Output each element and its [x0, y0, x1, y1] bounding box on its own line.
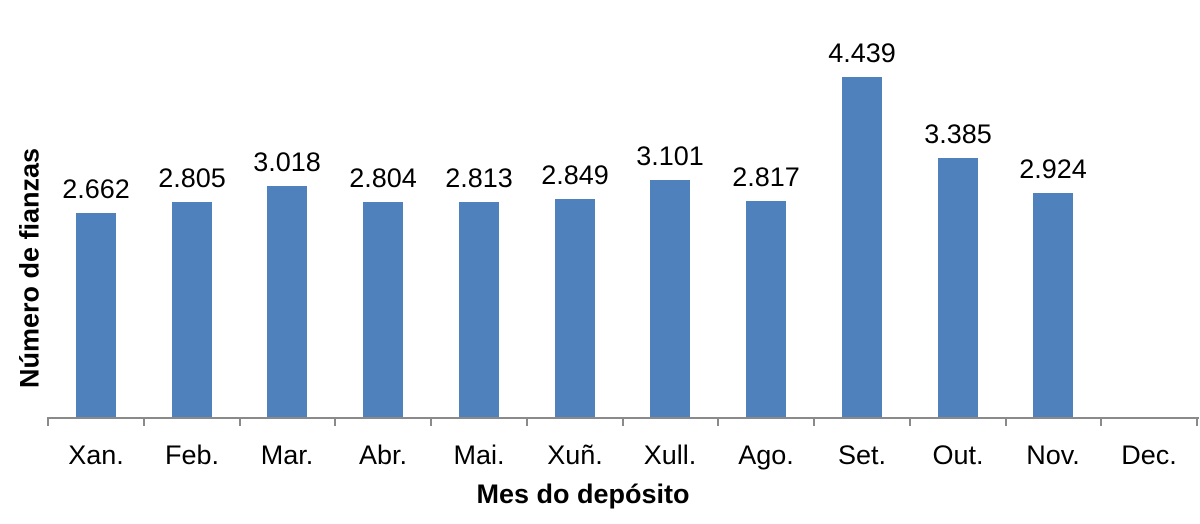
x-axis-tick	[526, 417, 528, 426]
bar	[938, 158, 978, 418]
bar-value-label: 3.018	[253, 147, 321, 177]
category-label: Set.	[837, 440, 887, 470]
category-label: Ago.	[738, 440, 794, 470]
x-axis-tick	[1100, 417, 1102, 426]
x-axis-tick	[1196, 417, 1198, 426]
category-label: Mar.	[260, 440, 314, 470]
bar-value-label: 3.101	[636, 141, 704, 171]
bar	[459, 202, 499, 418]
category-label: Xuñ.	[547, 440, 603, 470]
bar-value-label: 2.662	[62, 174, 130, 204]
bar	[267, 186, 307, 418]
x-axis-tick	[1005, 417, 1007, 426]
bar-value-label: 2.924	[1019, 154, 1087, 184]
bar	[172, 202, 212, 418]
category-label: Dec.	[1121, 440, 1177, 470]
bar	[842, 77, 882, 418]
category-label: Xull.	[643, 440, 697, 470]
bar	[746, 201, 786, 418]
category-label: Xan.	[68, 440, 124, 470]
x-axis-line	[48, 417, 1199, 419]
bar-value-label: 3.385	[924, 119, 992, 149]
category-label: Feb.	[164, 440, 220, 470]
x-axis-tick	[430, 417, 432, 426]
x-axis-tick	[334, 417, 336, 426]
bar	[1033, 193, 1073, 418]
bar-value-label: 2.805	[158, 163, 226, 193]
bar-value-label: 2.813	[445, 163, 513, 193]
bar	[650, 180, 690, 418]
bar	[363, 202, 403, 418]
category-label: Nov.	[1026, 440, 1080, 470]
x-axis-tick	[909, 417, 911, 426]
x-axis-tick	[239, 417, 241, 426]
bar-value-label: 2.817	[732, 162, 800, 192]
bar	[555, 199, 595, 418]
x-axis-tick	[717, 417, 719, 426]
y-axis-title: Número de fianzas	[14, 147, 45, 389]
category-label: Abr.	[358, 440, 408, 470]
x-axis-title: Mes do depósito	[476, 479, 690, 509]
bar-value-label: 2.849	[541, 160, 609, 190]
category-label: Out.	[932, 440, 984, 470]
x-axis-tick	[622, 417, 624, 426]
x-axis-tick	[47, 417, 49, 426]
bar	[76, 213, 116, 418]
category-label: Mai.	[453, 440, 505, 470]
x-axis-tick	[813, 417, 815, 426]
bar-value-label: 2.804	[349, 163, 417, 193]
x-axis-tick	[143, 417, 145, 426]
bar-value-label: 4.439	[828, 38, 896, 68]
